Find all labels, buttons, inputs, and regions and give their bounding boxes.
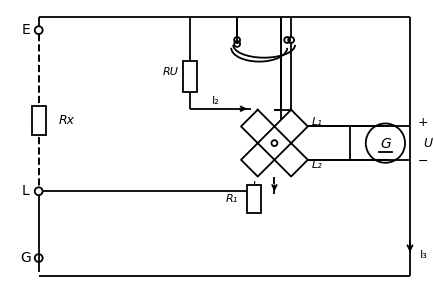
Text: L₂: L₂ [312, 160, 322, 170]
Text: RU: RU [162, 68, 178, 77]
Text: +: + [418, 116, 428, 129]
Text: −: − [418, 155, 428, 168]
Circle shape [272, 140, 277, 146]
Text: I₁: I₁ [253, 181, 261, 191]
Text: G: G [380, 137, 391, 151]
Text: I₃: I₃ [420, 250, 427, 260]
Bar [32, 106, 46, 135]
Text: L₁: L₁ [312, 116, 322, 127]
Text: L: L [22, 184, 30, 198]
Bar [183, 61, 197, 92]
Text: G: G [20, 251, 31, 265]
Text: R₁: R₁ [226, 194, 238, 204]
Text: E: E [22, 23, 30, 37]
Bar [247, 185, 261, 213]
Text: U: U [424, 136, 433, 150]
Text: I₂: I₂ [212, 96, 219, 106]
Text: Rx: Rx [58, 114, 74, 127]
